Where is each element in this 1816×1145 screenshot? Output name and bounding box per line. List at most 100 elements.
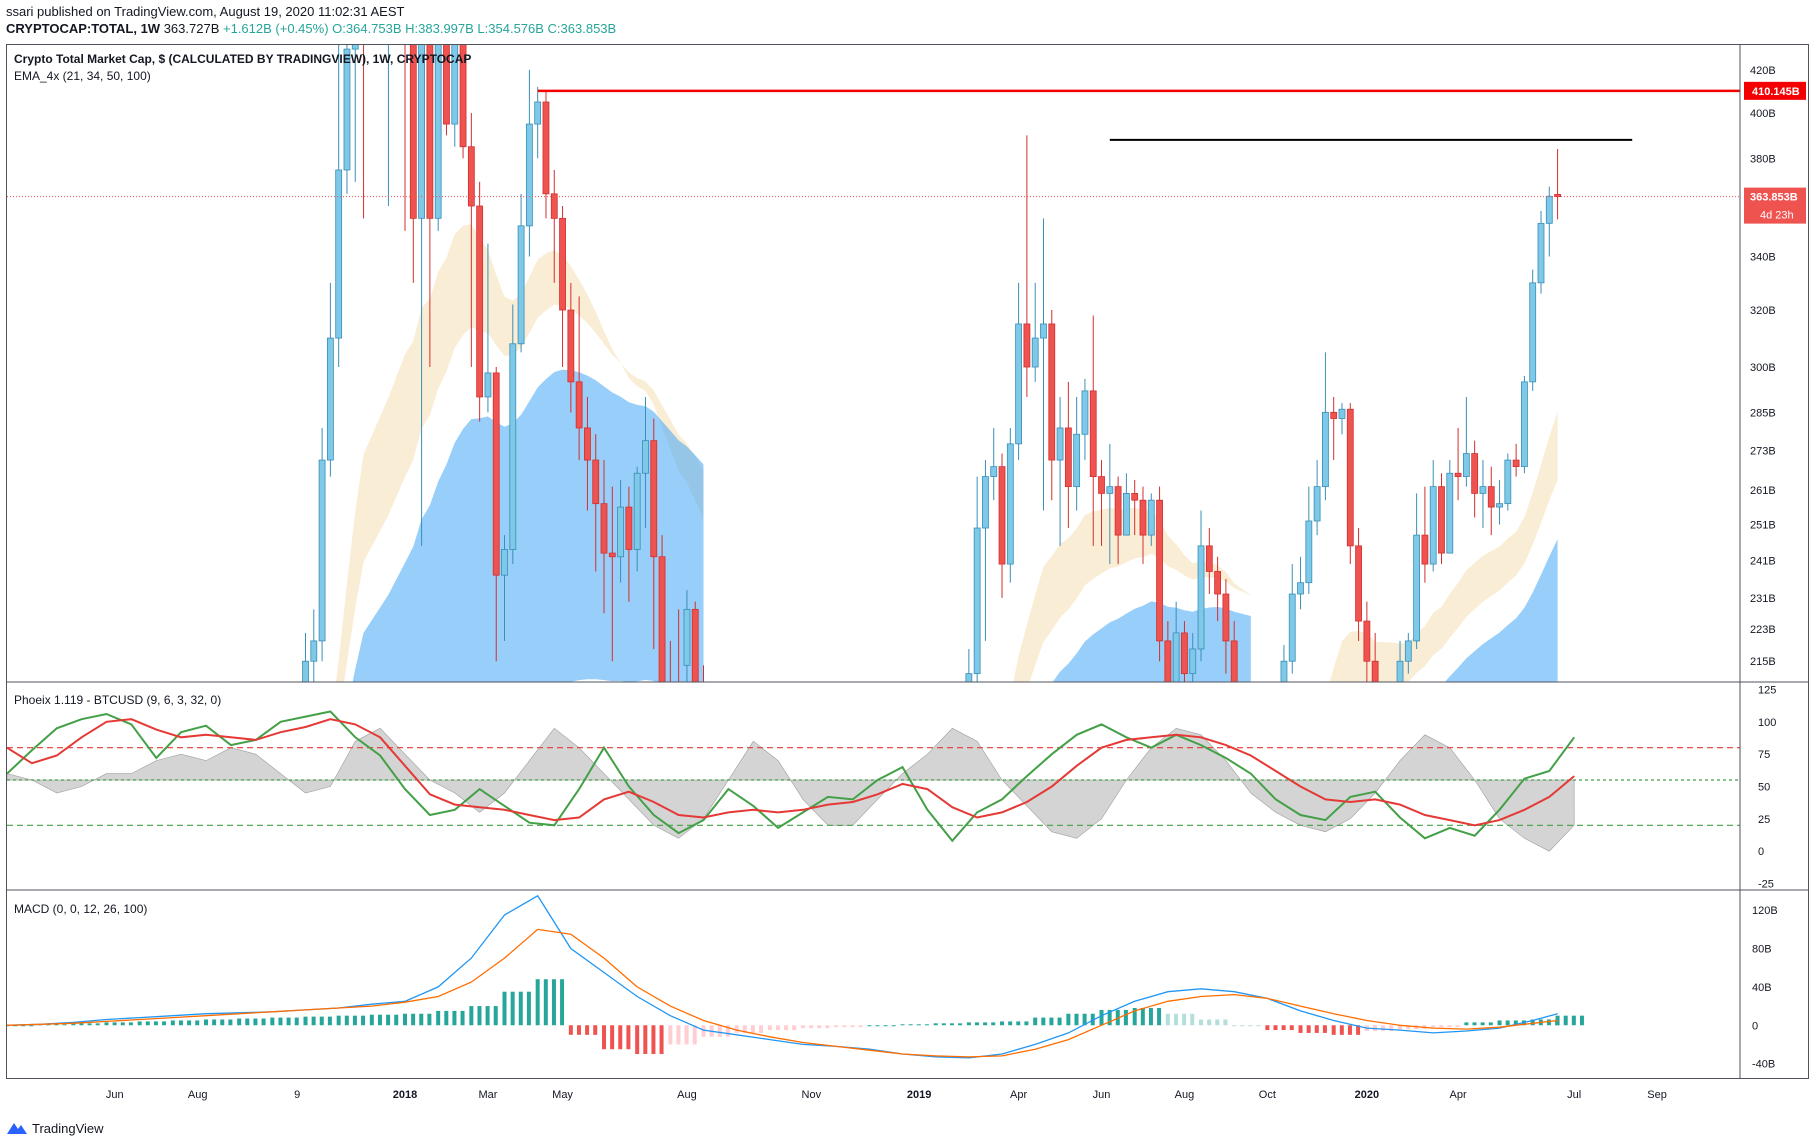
macd-histogram-bar [576, 1025, 581, 1035]
candle-body [642, 440, 649, 474]
macd-histogram-bar [311, 1016, 316, 1026]
macd-histogram-bar [1240, 1025, 1245, 1027]
candle-body [1023, 323, 1031, 368]
candle-body [1197, 545, 1205, 650]
price-tick-label: 380B [1750, 153, 1776, 165]
candle-body [318, 459, 326, 642]
oscillator-line [7, 710, 1576, 843]
macd-histogram-bar [725, 1025, 730, 1037]
macd-histogram-bar [1148, 1007, 1153, 1026]
macd-histogram-bar [834, 1025, 839, 1028]
macd-histogram-bar [253, 1018, 258, 1026]
macd-histogram-bar [54, 1024, 59, 1026]
candle-body [1222, 593, 1230, 642]
candle-body [1181, 632, 1188, 675]
macd-histogram-bar [1464, 1022, 1469, 1026]
candle-body [418, 45, 425, 219]
macd-histogram-bar [593, 1025, 598, 1035]
candle-body [1040, 323, 1047, 339]
footer-brand[interactable]: TradingView [6, 1120, 104, 1136]
candle-body [409, 45, 417, 219]
price-tick-label: 223B [1750, 624, 1776, 636]
macd-histogram-bar [1447, 1025, 1452, 1028]
macd-histogram-bar [1480, 1022, 1485, 1026]
macd-histogram-bar [991, 1022, 996, 1026]
macd-histogram-bar [924, 1024, 929, 1026]
macd-histogram-bar [750, 1025, 755, 1033]
price-tick-label: 300B [1750, 362, 1776, 374]
macd-histogram-bar [1140, 1007, 1145, 1026]
candle-body [982, 476, 989, 529]
macd-histogram-bar [104, 1022, 109, 1026]
price-tick-label: 241B [1750, 555, 1776, 567]
time-tick-label: Apr [1450, 1089, 1467, 1101]
time-tick-label: Apr [1010, 1089, 1027, 1101]
macd-histogram-bar [518, 991, 523, 1026]
candle-body [385, 0, 391, 19]
macd-histogram-bar [734, 1025, 739, 1033]
macd-histogram-bar [419, 1013, 424, 1026]
ohlc-values: O:364.753B H:383.997B L:354.576B C:363.8… [332, 21, 617, 36]
price-tick-label: 285B [1750, 407, 1776, 419]
candle-body [525, 123, 533, 227]
time-tick-label: Sep [1647, 1089, 1667, 1101]
candle-body [625, 506, 633, 550]
candle-body [443, 45, 450, 125]
macd-histogram-bar [1024, 1021, 1029, 1026]
macd-histogram-bar [427, 1013, 432, 1026]
candle-body [691, 608, 699, 682]
macd-histogram-bar [1232, 1025, 1237, 1027]
macd-histogram-bar [286, 1017, 291, 1026]
time-tick-label: Mar [478, 1089, 497, 1101]
macd-histogram-bar [128, 1022, 133, 1026]
macd-histogram-bar [13, 1025, 18, 1027]
candle-body [998, 466, 1006, 565]
macd-histogram-bar [394, 1014, 399, 1026]
symbol-header: CRYPTOCAP:TOTAL, 1W 363.727B +1.612B (+0… [6, 21, 616, 36]
candle-body [1139, 499, 1147, 536]
candle-body [1230, 640, 1238, 682]
macd-histogram-bar [336, 1015, 341, 1026]
macd-histogram-bar [369, 1014, 374, 1026]
candle-body [1098, 476, 1105, 494]
macd-histogram-bar [1041, 1017, 1046, 1026]
candle-body [973, 527, 981, 675]
candle-body [1504, 459, 1512, 505]
macd-histogram-bar [1406, 1025, 1411, 1030]
macd-histogram-bar [983, 1022, 988, 1026]
macd-histogram-bar [485, 1006, 490, 1026]
macd-histogram-bar [875, 1025, 880, 1027]
candle-body [1454, 472, 1462, 477]
macd-histogram-bar [1281, 1025, 1286, 1031]
macd-histogram-bar [95, 1023, 100, 1026]
candle-body [1537, 222, 1545, 284]
ema-band-fast [1329, 411, 1558, 682]
macd-histogram-bar [1099, 1009, 1104, 1026]
macd-histogram-bar [1488, 1022, 1493, 1026]
candle-body [676, 699, 682, 725]
macd-tick-label: 40B [1752, 982, 1772, 994]
candle-body [361, 0, 367, 29]
candle-body [1554, 194, 1561, 198]
time-tick-label: Jun [106, 1089, 124, 1101]
macd-histogram-bar [460, 1010, 465, 1026]
candle-body [451, 45, 459, 125]
candle-body [326, 337, 334, 461]
candle-body [1048, 323, 1056, 461]
oscillator-tick-label: 0 [1758, 846, 1764, 858]
macd-histogram-bar [228, 1019, 233, 1026]
last-price-text: 363.853B [1750, 192, 1798, 204]
macd-histogram-bar [1579, 1015, 1584, 1026]
macd-histogram-bar [352, 1015, 357, 1026]
macd-histogram-bar [444, 1010, 449, 1026]
macd-histogram-bar [87, 1023, 92, 1026]
candle-body [1114, 486, 1122, 536]
macd-histogram-bar [1398, 1025, 1403, 1030]
candle-body [501, 549, 508, 576]
macd-histogram-bar [1090, 1013, 1095, 1026]
macd-histogram-bar [966, 1022, 971, 1026]
candle-body [584, 427, 591, 461]
oscillator-tick-label: -25 [1758, 879, 1774, 891]
macd-histogram-bar [883, 1025, 888, 1027]
